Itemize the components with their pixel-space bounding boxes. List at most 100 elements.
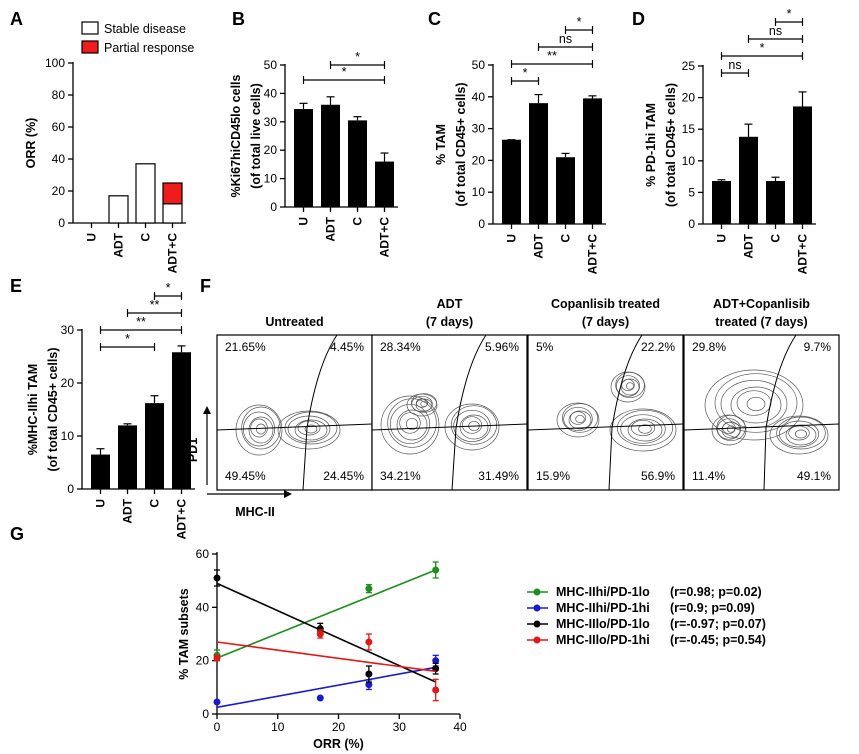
bar-panel-e: 0 10 20 30 U ADT C ADT+C %MHC-IIhi TAM (of total … xyxy=(26,281,195,539)
contour-line xyxy=(399,412,421,434)
contour-line xyxy=(730,386,782,424)
flow-axis-x-arrowhead xyxy=(284,490,292,498)
y-tick-label: 0 xyxy=(202,707,209,721)
contour-line xyxy=(255,423,267,435)
flow-axis-y-arrowhead xyxy=(203,406,211,414)
flow-title: (7 days) xyxy=(426,315,473,329)
panel-label-a: A xyxy=(10,9,23,29)
series-3 xyxy=(213,569,440,683)
sig-label: ** xyxy=(547,49,557,63)
legend-entry-4: MHC-IIlo/PD-1hi (r=-0.45; p=0.54) xyxy=(527,633,766,647)
y-tick-label: 50 xyxy=(472,58,486,72)
contour-line xyxy=(778,420,820,448)
quadrant-ul: 21.65% xyxy=(225,340,266,354)
y-axis-label: ORR (%) xyxy=(24,118,38,169)
y-tick-label: 40 xyxy=(196,600,210,614)
sig-bracket: ** xyxy=(126,298,183,317)
y-tick-label: 20 xyxy=(472,153,486,167)
sig-bracket: * xyxy=(510,66,540,85)
quadrant-ur: 9.7% xyxy=(804,340,832,354)
x-tick-label: 40 xyxy=(453,720,467,734)
data-point xyxy=(365,681,373,689)
x-tick-label: U xyxy=(85,233,99,242)
y-tick-label: 20 xyxy=(61,376,75,390)
legend-stats: (r=-0.97; p=0.07) xyxy=(670,617,766,631)
x-tick-label: 10 xyxy=(271,720,285,734)
quadrant-ur: 22.2% xyxy=(641,340,675,354)
contour-line xyxy=(248,416,274,444)
y-tick-label: 20 xyxy=(264,143,278,157)
x-tick-label: C xyxy=(139,233,153,242)
sig-label: * xyxy=(577,15,582,29)
y-axis-label: (of total live cells) xyxy=(249,83,263,189)
panel-label-f: F xyxy=(200,276,211,296)
y-axis-label: %MHC-IIhi TAM xyxy=(26,364,40,455)
bar xyxy=(502,139,521,224)
x-axis-label: ORR (%) xyxy=(313,737,364,751)
y-tick-label: 20 xyxy=(682,91,696,105)
quadrant-ul: 29.8% xyxy=(692,340,726,354)
bar xyxy=(583,98,602,224)
x-tick-label: ADT+C xyxy=(586,234,600,275)
panel-label-g: G xyxy=(10,524,24,544)
contour-line xyxy=(721,421,741,439)
x-tick-label: ADT xyxy=(742,233,756,258)
contour-line xyxy=(726,425,736,433)
data-point xyxy=(316,630,324,638)
data-point xyxy=(432,686,440,694)
y-axis-label: (of total CD45+ cells) xyxy=(454,83,468,207)
bar-panel-a: 0 20 40 60 80 100 U ADT C ADT+C ORR (%) xyxy=(24,56,186,273)
quadrant-ll: 34.21% xyxy=(380,469,421,483)
x-tick-label: U xyxy=(505,234,519,243)
sig-label: * xyxy=(166,281,171,295)
sig-bracket: ns xyxy=(537,32,594,51)
sig-bracket: * xyxy=(774,7,804,26)
bar xyxy=(529,103,548,224)
flow-frame xyxy=(527,334,684,491)
x-tick-label: C xyxy=(769,234,783,243)
contour-line xyxy=(405,417,419,431)
y-tick-label: 50 xyxy=(264,58,278,72)
data-point xyxy=(213,574,221,582)
contour-line xyxy=(297,420,321,436)
contour-line xyxy=(304,424,318,434)
y-tick-label: 40 xyxy=(472,90,486,104)
data-point xyxy=(432,657,440,665)
contour-line xyxy=(389,403,431,445)
gate-vertical xyxy=(608,334,643,491)
sig-bracket: * xyxy=(153,281,183,300)
sig-label: ns xyxy=(769,24,782,38)
y-tick-label: 10 xyxy=(682,154,696,168)
quadrant-ul: 5% xyxy=(536,340,554,354)
flow-title: Copanlisib treated xyxy=(551,297,660,311)
y-axis-label: (of total CD45+ cells) xyxy=(46,348,60,472)
bar-panel-c: 0 10 20 30 40 50 U ADT C ADT+C % TAM (of total CD45… xyxy=(434,15,606,274)
x-tick-label: U xyxy=(715,234,729,243)
contour-line xyxy=(380,395,440,455)
contour-line xyxy=(294,419,328,441)
data-point xyxy=(316,694,324,702)
panel-label-b: B xyxy=(232,9,245,29)
y-tick-label: 0 xyxy=(58,216,65,230)
sig-label: * xyxy=(342,65,347,79)
scatter-panel: 0 20 40 60 0 10 20 30 40 ORR (%) % TAM subsets MHC-… xyxy=(177,547,766,751)
gate-vertical xyxy=(451,334,487,491)
x-tick-label: ADT+C xyxy=(175,499,189,540)
quadrant-lr: 56.9% xyxy=(641,469,675,483)
x-tick-label: ADT+C xyxy=(796,234,810,275)
gate-horizontal xyxy=(527,423,684,431)
x-tick-label: ADT+C xyxy=(378,217,392,258)
y-tick-label: 100 xyxy=(45,56,65,70)
data-point xyxy=(365,638,373,646)
fit-line xyxy=(216,641,436,673)
gate-vertical xyxy=(302,334,338,491)
flow-frame xyxy=(683,334,840,491)
contour-line xyxy=(620,414,666,444)
series-2 xyxy=(213,654,440,709)
y-tick-label: 0 xyxy=(478,217,485,231)
contour-line xyxy=(769,415,829,455)
y-tick-label: 0 xyxy=(270,200,277,214)
x-tick-label: U xyxy=(297,217,311,226)
sig-label: * xyxy=(125,332,130,346)
sig-bracket: * xyxy=(329,50,386,69)
